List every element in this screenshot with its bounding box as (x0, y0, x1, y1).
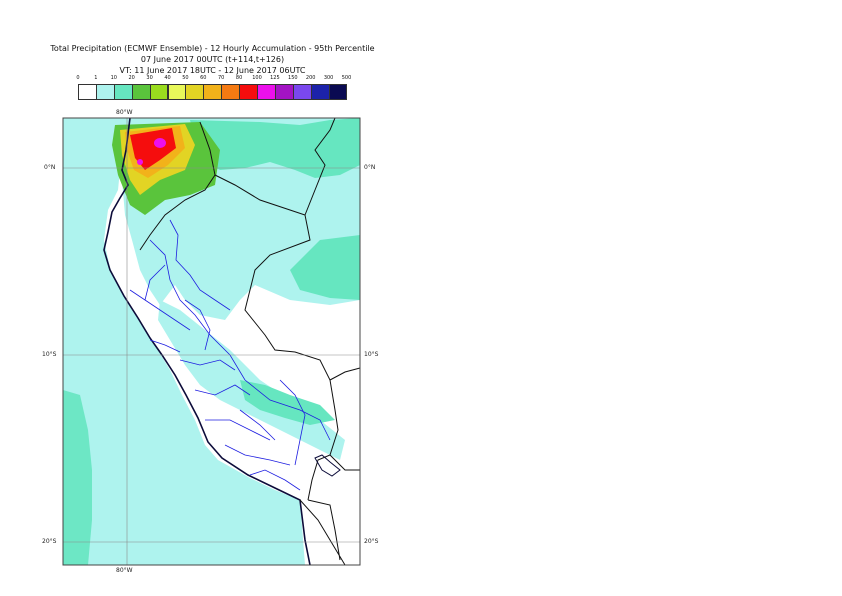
map-frame (62, 117, 361, 566)
colorbar-tick-label: 80 (235, 75, 243, 81)
green-patch-east (290, 235, 360, 300)
base-time: 07 June 2017 00UTC (t+114,t+126) (140, 55, 285, 64)
lat-label-right-0: 0°N (364, 164, 376, 171)
colorbar-tick-label: 60 (200, 75, 207, 81)
ocean-green-band (63, 390, 92, 565)
green-patch-center (240, 380, 335, 425)
colorbar-swatch (328, 84, 348, 100)
colorbar-tick-label: 100 (252, 75, 262, 81)
colorbar-tick-label: 150 (288, 75, 298, 81)
green-patch-north (190, 118, 360, 178)
colorbar-tick-label: 30 (146, 75, 153, 81)
colorbar-tick-label: 125 (270, 75, 280, 81)
coastline (103, 117, 311, 566)
national-borders (139, 117, 361, 566)
colorbar-tick-label: 0 (76, 75, 80, 81)
lat-label-left-0: 0°N (44, 164, 56, 171)
colorbar-tick-label: 200 (305, 75, 316, 81)
ocean-precip-field (63, 118, 305, 565)
lat-label-left-20s: 20°S (42, 538, 57, 545)
colorbar-tick-label: 1 (94, 75, 98, 81)
magenta-core (154, 138, 166, 148)
colorbar-tick-label: 500 (341, 75, 352, 81)
colorbar-tick-label: 10 (110, 75, 117, 81)
colorbar-tick-label: 50 (182, 75, 189, 81)
valid-time: VT: 11 June 2017 18UTC - 12 June 2017 06… (119, 66, 306, 75)
lat-label-right-20s: 20°S (364, 538, 379, 545)
lon-label-bottom: 80°W (116, 567, 133, 574)
lon-label-top: 80°W (116, 109, 133, 116)
graticule (63, 118, 360, 565)
lake-titicaca (314, 454, 341, 477)
province-borders (129, 219, 331, 491)
lat-label-left-10s: 10°S (42, 351, 57, 358)
colorbar-tick-label: 40 (164, 75, 171, 81)
colorbar-tick-label: 20 (128, 75, 135, 81)
magenta-core-2 (137, 159, 143, 165)
lat-label-right-10s: 10°S (364, 351, 379, 358)
map-title: Total Precipitation (ECMWF Ensemble) - 1… (50, 44, 375, 53)
colorbar-tick-label: 70 (218, 75, 225, 81)
colorbar-tick-label: 300 (323, 75, 334, 81)
